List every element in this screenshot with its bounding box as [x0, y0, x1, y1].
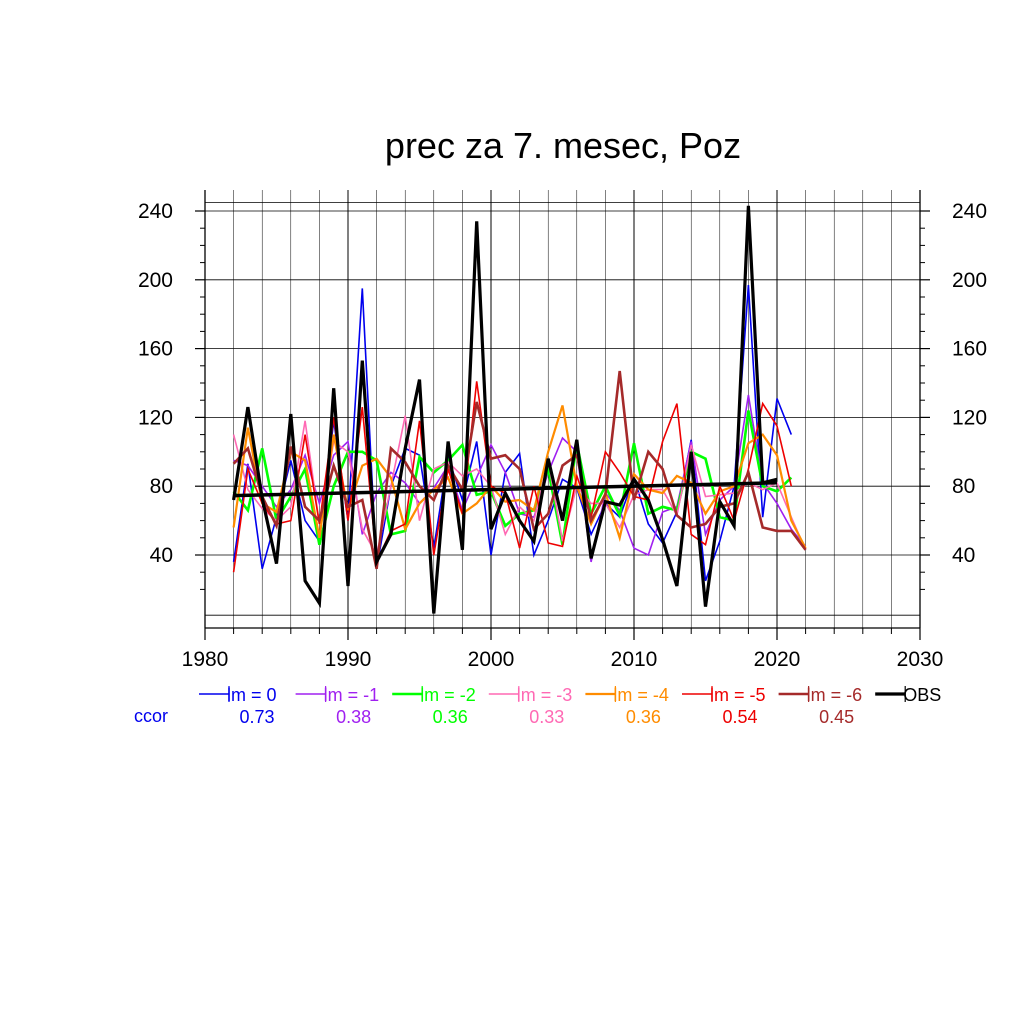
x-tick-label: 1980	[182, 648, 229, 671]
x-tick-label: 2010	[611, 648, 658, 671]
plot-series	[232, 205, 807, 614]
legend-label-lm-4: lm = -4	[613, 685, 669, 705]
legend-label-lm-2: lm = -2	[420, 685, 476, 705]
y-tick-label-left: 40	[150, 544, 173, 567]
legend-ccor-lm-0: 0.73	[239, 707, 274, 727]
y-tick-label-right: 200	[952, 269, 987, 292]
legend-ccor-lm-3: 0.33	[529, 707, 564, 727]
y-tick-label-left: 80	[150, 475, 173, 498]
obs-trend-line	[233, 481, 778, 498]
x-tick-label: 2020	[754, 648, 801, 671]
y-tick-label-left: 200	[138, 269, 173, 292]
y-tick-label-right: 240	[952, 200, 987, 223]
legend-ccor-lm-1: 0.38	[336, 707, 371, 727]
y-tick-label-left: 120	[138, 406, 173, 429]
legend-ccor-lm-5: 0.54	[722, 707, 757, 727]
y-tick-label-left: 160	[138, 338, 173, 361]
legend-label-lm-6: lm = -6	[807, 685, 863, 705]
x-tick-label: 2030	[897, 648, 944, 671]
legend-label-lm-0: lm = 0	[227, 685, 277, 705]
legend-label-lm-3: lm = -3	[517, 685, 573, 705]
legend-label-lm-5: lm = -5	[710, 685, 766, 705]
axes: 1980 1990 2000 2010 2020 2030 40 40 80 80 120 120 16…	[138, 190, 987, 671]
chart-title: prec za 7. mesec, Poz	[385, 125, 741, 166]
y-tick-label-right: 160	[952, 338, 987, 361]
series-line-obs	[232, 205, 778, 614]
x-tick-label: 2000	[468, 648, 515, 671]
ccor-label: ccor	[134, 706, 168, 726]
legend-ccor-lm-2: 0.36	[433, 707, 468, 727]
series-line-lm-5	[232, 381, 793, 573]
y-tick-label-right: 80	[952, 475, 975, 498]
x-tick-label: 1990	[325, 648, 372, 671]
y-tick-label-right: 40	[952, 544, 975, 567]
y-tick-label-right: 120	[952, 406, 987, 429]
legend-label-obs: OBS	[903, 685, 941, 705]
legend-ccor-lm-6: 0.45	[819, 707, 854, 727]
trend-line-group	[233, 481, 778, 498]
y-tick-label-left: 240	[138, 200, 173, 223]
legend-ccor-lm-4: 0.36	[626, 707, 661, 727]
legend-label-lm-1: lm = -1	[324, 685, 380, 705]
